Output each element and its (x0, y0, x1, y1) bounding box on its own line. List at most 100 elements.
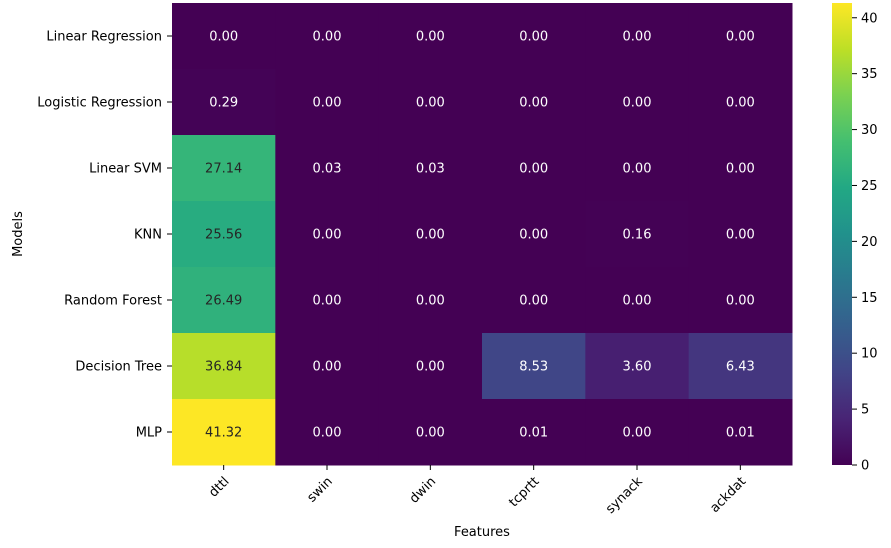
heatmap-cell (172, 69, 276, 136)
heatmap-cell-label: 0.00 (416, 426, 445, 441)
heatmap-cell-label: 25.56 (205, 228, 242, 243)
heatmap-cell-label: 3.60 (623, 360, 652, 375)
colorbar-tick-label: 40 (861, 11, 878, 26)
heatmap-cell (585, 201, 690, 268)
y-tick-label: Decision Tree (75, 360, 162, 375)
y-tick-label: Linear Regression (46, 30, 162, 45)
heatmap-cell-label: 0.00 (623, 294, 652, 309)
heatmap-cell-label: 0.00 (209, 30, 238, 45)
colorbar-tick-label: 35 (861, 67, 878, 82)
x-axis-title: Features (454, 525, 510, 540)
heatmap-cell (378, 399, 483, 466)
x-axis: dttl swin dwin tcprtt synack ackdat (206, 465, 749, 517)
heatmap-cell-label: 0.00 (313, 96, 342, 111)
heatmap-cell (482, 201, 586, 268)
heatmap-cell-label: 0.00 (519, 162, 548, 177)
heatmap-cell (275, 3, 380, 70)
heatmap-cell (688, 399, 793, 466)
heatmap-cell (172, 399, 276, 466)
colorbar: 0 5 10 15 20 25 30 35 40 (832, 3, 878, 474)
heatmap-cell (482, 333, 586, 400)
heatmap-cell (585, 333, 690, 400)
heatmap-cell-label: 0.00 (313, 360, 342, 375)
heatmap-cell-label: 0.03 (313, 162, 342, 177)
heatmap-cell-label: 0.00 (623, 426, 652, 441)
y-tick-label: KNN (134, 228, 162, 243)
heatmap-cell-labels: 0.00 0.00 0.00 0.00 0.00 0.00 0.29 0.00 0.00 0.00… (205, 30, 755, 441)
heatmap-cell (688, 267, 793, 334)
heatmap-cell-label: 41.32 (205, 426, 242, 441)
heatmap-cell (172, 3, 276, 70)
heatmap-cell (482, 135, 586, 202)
heatmap-cell-label: 6.43 (726, 360, 755, 375)
y-axis-title: Models (11, 211, 26, 257)
heatmap-cell-label: 27.14 (205, 162, 242, 177)
heatmap-cell-label: 0.00 (416, 30, 445, 45)
heatmap-cell-label: 0.00 (623, 30, 652, 45)
heatmap-cell (688, 69, 793, 136)
heatmap-cell-label: 0.01 (519, 426, 548, 441)
heatmap-cell (378, 267, 483, 334)
colorbar-tick-label: 5 (861, 403, 869, 418)
heatmap-cell-label: 0.00 (313, 30, 342, 45)
heatmap-cell (172, 201, 276, 268)
y-tick-label: MLP (136, 426, 162, 441)
y-tick-label: Linear SVM (89, 162, 162, 177)
heatmap-cell (275, 135, 380, 202)
heatmap-cell (688, 201, 793, 268)
heatmap-cell-label: 0.00 (623, 96, 652, 111)
colorbar-tick-label: 30 (861, 123, 878, 138)
colorbar-tick-label: 0 (861, 459, 869, 474)
heatmap-cell (378, 201, 483, 268)
heatmap-cell-label: 0.00 (416, 360, 445, 375)
heatmap-cell-label: 0.00 (313, 294, 342, 309)
colorbar-tick-label: 25 (861, 179, 878, 194)
heatmap-cell-label: 0.00 (416, 228, 445, 243)
heatmap-cell (378, 135, 483, 202)
colorbar-gradient (832, 3, 852, 465)
heatmap-cell (482, 267, 586, 334)
y-tick-label: Logistic Regression (37, 96, 162, 111)
heatmap-cell-label: 0.00 (726, 162, 755, 177)
heatmap-cell (172, 267, 276, 334)
heatmap-cell (275, 69, 380, 136)
x-tick-label: synack (603, 474, 646, 517)
x-tick-label: tcprtt (506, 474, 542, 510)
heatmap-cell-label: 0.00 (623, 162, 652, 177)
x-tick-label: swin (305, 474, 336, 505)
heatmap-cell (482, 69, 586, 136)
heatmap-cell-label: 0.00 (313, 228, 342, 243)
heatmap-cell (172, 333, 276, 400)
heatmap-cell (585, 399, 690, 466)
heatmap-cell (585, 135, 690, 202)
heatmap-cell-label: 0.00 (726, 30, 755, 45)
heatmap-cell (275, 333, 380, 400)
heatmap-cell (482, 399, 586, 466)
heatmap-cell-label: 26.49 (205, 294, 242, 309)
heatmap-cell (275, 267, 380, 334)
heatmap-cell-label: 0.00 (519, 30, 548, 45)
heatmap-cell-label: 0.00 (416, 96, 445, 111)
y-axis: Linear Regression Logistic Regression Line… (37, 30, 172, 441)
heatmap-cell-label: 0.00 (519, 96, 548, 111)
colorbar-tick-label: 20 (861, 235, 878, 250)
heatmap-cell-label: 0.00 (519, 294, 548, 309)
heatmap-cell (585, 69, 690, 136)
x-tick-label: ackdat (707, 474, 749, 516)
heatmap-cell (585, 3, 690, 70)
heatmap-cell (585, 267, 690, 334)
heatmap-cell (275, 201, 380, 268)
heatmap-cell-label: 0.00 (726, 228, 755, 243)
heatmap-cell (688, 135, 793, 202)
heatmap-cell-label: 0.03 (416, 162, 445, 177)
heatmap-cell (688, 3, 793, 70)
heatmap-cell (378, 3, 483, 70)
heatmap-cell (482, 3, 586, 70)
heatmap-cells (172, 3, 793, 466)
heatmap-cell (172, 135, 276, 202)
x-tick-label: dwin (407, 474, 439, 506)
heatmap-cell-label: 0.00 (726, 96, 755, 111)
heatmap-cell (275, 399, 380, 466)
colorbar-tick-label: 15 (861, 291, 878, 306)
